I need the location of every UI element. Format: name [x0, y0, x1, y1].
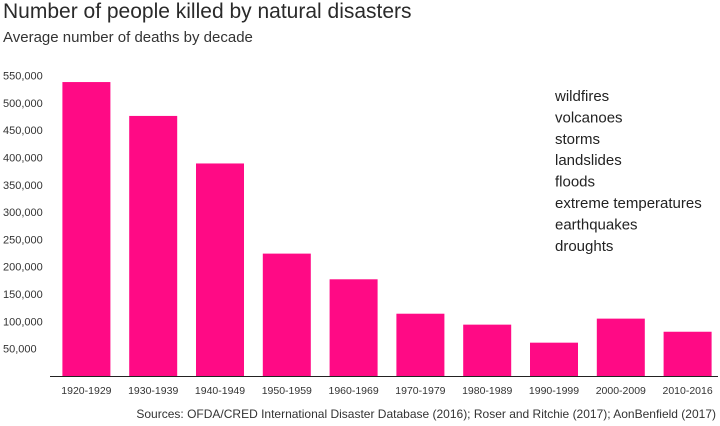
y-tick-label: 350,000: [3, 180, 43, 192]
bar-1960-1969: [329, 279, 378, 376]
bar-2010-2016: [663, 331, 712, 376]
bar-1950-1959: [262, 253, 311, 376]
bar-1930-1939: [129, 115, 178, 376]
chart-subtitle: Average number of deaths by decade: [3, 29, 253, 46]
legend-item: extreme temperatures: [555, 195, 702, 212]
bar-1940-1949: [196, 163, 244, 376]
bar-1920-1929: [62, 82, 111, 376]
x-tick-label: 1960-1969: [328, 385, 378, 397]
x-tick-label: 1980-1989: [462, 385, 512, 397]
y-tick-label: 300,000: [3, 207, 43, 219]
legend-item: storms: [555, 131, 600, 148]
bar-1970-1979: [396, 313, 445, 376]
x-tick-label: 1920-1929: [61, 385, 111, 397]
x-tick-label: 1950-1959: [262, 385, 312, 397]
y-tick-label: 400,000: [3, 152, 43, 164]
x-tick-label: 1930-1939: [128, 385, 178, 397]
x-tick-label: 1970-1979: [395, 385, 445, 397]
y-axis-ticks: 50,000 100,000 150,000 200,000 250,000 300,00…: [3, 71, 43, 356]
bar-1990-1999: [530, 342, 578, 376]
bar-1980-1989: [463, 324, 512, 376]
legend-item: earthquakes: [555, 216, 638, 233]
legend-item: volcanoes: [555, 109, 623, 126]
x-tick-label: 1940-1949: [195, 385, 245, 397]
legend-item: landslides: [555, 152, 622, 169]
legend-item: floods: [555, 174, 595, 191]
legend-item: wildfires: [554, 88, 609, 105]
y-tick-label: 450,000: [3, 125, 43, 137]
legend: wildfires volcanoes storms landslides floods…: [554, 88, 702, 255]
source-note: Sources: OFDA/CRED International Disaste…: [136, 407, 716, 421]
chart-title: Number of people killed by natural disas…: [3, 0, 412, 23]
y-tick-label: 50,000: [3, 344, 37, 356]
x-tick-label: 2000-2009: [596, 385, 646, 397]
y-tick-label: 550,000: [3, 71, 43, 83]
y-tick-label: 200,000: [3, 262, 43, 274]
x-tick-label: 1990-1999: [529, 385, 579, 397]
y-tick-label: 150,000: [3, 289, 43, 301]
y-tick-label: 100,000: [3, 316, 43, 328]
y-tick-label: 500,000: [3, 98, 43, 110]
legend-item: droughts: [555, 238, 613, 255]
bar-2000-2009: [596, 318, 645, 376]
y-tick-label: 250,000: [3, 234, 43, 246]
bars: [62, 82, 712, 376]
x-tick-label: 2010-2016: [662, 385, 712, 397]
x-axis-ticks: 1920-1929 1930-1939 1940-1949 1950-1959 1960…: [61, 385, 713, 397]
